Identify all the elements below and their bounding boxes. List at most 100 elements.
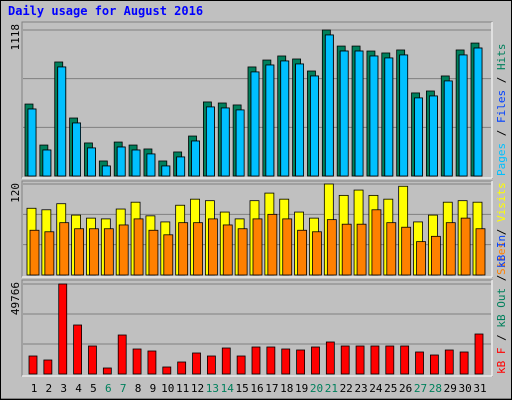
bar (132, 348, 142, 375)
bar (312, 231, 322, 276)
bar (341, 223, 352, 276)
bar (384, 57, 394, 177)
bar (459, 351, 469, 375)
bar (116, 146, 126, 177)
bar (325, 341, 335, 375)
bar (88, 345, 97, 375)
bar (146, 153, 156, 177)
x-tick-label: 16 (250, 382, 263, 395)
x-tick-label: 11 (176, 382, 189, 395)
bar (339, 50, 349, 177)
bar (370, 345, 380, 375)
bar (131, 149, 141, 177)
bar (430, 235, 441, 276)
bar (356, 223, 367, 276)
x-tick-label: 22 (340, 382, 353, 395)
bar (354, 50, 364, 177)
bar (460, 217, 471, 276)
legend-separator: / (495, 268, 508, 288)
x-tick-label: 21 (325, 382, 338, 395)
bar (443, 80, 453, 177)
x-tick-label: 30 (459, 382, 472, 395)
bar (401, 226, 412, 276)
bar (355, 345, 365, 375)
bar (59, 222, 70, 276)
bar (252, 218, 263, 276)
bar (415, 351, 424, 375)
x-tick-label: 3 (60, 382, 67, 395)
bar (399, 54, 409, 177)
x-tick-label: 4 (75, 382, 82, 395)
legend-separator: / (495, 123, 508, 143)
legend-entry: Sites (495, 242, 508, 275)
x-tick-label: 20 (310, 382, 323, 395)
x-tick-label: 19 (295, 382, 308, 395)
bar (29, 229, 40, 276)
bar (400, 345, 410, 375)
legend-separator: / (495, 222, 508, 242)
bar (296, 349, 306, 375)
x-tick-label: 28 (429, 382, 442, 395)
legend-entry: Files (495, 90, 508, 123)
bar (473, 47, 483, 177)
bar (87, 147, 96, 177)
bar (221, 347, 231, 375)
bar (324, 34, 334, 177)
bar (58, 283, 68, 375)
x-tick-label: 25 (384, 382, 397, 395)
bar (147, 350, 157, 375)
bar (191, 140, 200, 177)
bar (178, 222, 189, 276)
legend-entry: kB F (495, 348, 508, 375)
bar (265, 64, 275, 177)
bar (428, 95, 438, 177)
bar (326, 219, 337, 276)
bar (205, 106, 215, 177)
bar (310, 75, 319, 177)
bar (161, 165, 171, 177)
x-tick-label: 1 (31, 382, 38, 395)
legend-separator: / (495, 70, 508, 90)
bar (250, 71, 260, 177)
bar (102, 367, 112, 375)
legend-entry: Visits (495, 182, 508, 222)
x-tick-label: 17 (265, 382, 278, 395)
bar (280, 60, 290, 177)
x-tick-label: 23 (354, 382, 367, 395)
bar (206, 355, 216, 375)
bar (385, 345, 395, 375)
x-tick-label: 24 (369, 382, 383, 395)
bar (162, 366, 172, 375)
bar (458, 54, 468, 177)
bar (297, 229, 308, 276)
x-tick-label: 14 (221, 382, 235, 395)
legend: Pages / Files / Hits (495, 44, 508, 177)
bar (371, 209, 382, 276)
legend-entry: Hits (495, 44, 508, 71)
legend-entry: kB Out (495, 288, 508, 328)
bar (235, 109, 245, 177)
bar (192, 352, 201, 375)
x-tick-label: 10 (161, 382, 174, 395)
bar (74, 228, 84, 276)
legend: kB F / kB Out / kB In (495, 235, 508, 374)
bar (117, 334, 127, 375)
chart-title: Daily usage for August 2016 (8, 4, 203, 18)
bar (266, 346, 276, 375)
bar (177, 361, 187, 375)
bar (103, 228, 114, 276)
bar (369, 55, 379, 177)
x-tick-label: 6 (105, 382, 112, 395)
x-tick-label: 7 (120, 382, 127, 395)
bar (27, 108, 37, 177)
y-tick-label: 1118 (9, 24, 22, 51)
x-tick-label: 26 (399, 382, 412, 395)
bar (475, 228, 486, 276)
bar (474, 333, 484, 375)
bar (281, 348, 291, 375)
x-tick-label: 8 (135, 382, 142, 395)
bar (295, 63, 305, 177)
bar (311, 346, 320, 375)
bar (251, 346, 261, 375)
